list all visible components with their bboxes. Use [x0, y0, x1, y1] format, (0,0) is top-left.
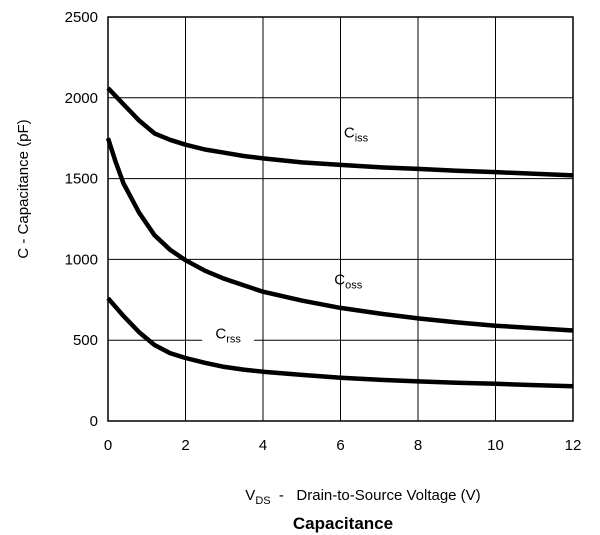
y-tick-label: 500 — [73, 332, 98, 349]
x-axis-label-subscript: DS — [255, 495, 270, 507]
y-tick-label: 1000 — [65, 251, 98, 268]
series-line-c-rss — [106, 296, 574, 389]
series-label-c-rss: Crss — [215, 326, 241, 346]
series-label-c-iss: Ciss — [344, 124, 369, 144]
plot-border — [107, 16, 574, 422]
x-tick-label: 10 — [487, 437, 504, 454]
y-tick-label: 2000 — [65, 90, 98, 107]
series-lines — [105, 86, 574, 389]
x-tick-label: 8 — [414, 437, 422, 454]
series-line-c-iss — [106, 86, 574, 178]
x-tick-label: 6 — [336, 437, 344, 454]
series-label-backgrounds — [202, 320, 255, 343]
y-axis-label: C - Capacitance (pF) — [15, 119, 32, 258]
y-tick-label: 0 — [90, 413, 98, 430]
series-labels: Ciss Coss Crss — [215, 124, 368, 345]
plot-frame — [107, 16, 574, 422]
x-axis-label: VDS - Drain-to-Source Voltage (V) — [245, 487, 480, 507]
x-tick-label: 4 — [259, 437, 267, 454]
series-label-c-oss: Coss — [334, 271, 362, 291]
x-axis-label-main: V — [245, 487, 255, 504]
chart-title: Capacitance — [293, 514, 393, 533]
y-tick-labels: 0 500 1000 1500 2000 2500 — [65, 9, 98, 430]
x-axis-label-rest: - Drain-to-Source Voltage (V) — [271, 487, 481, 504]
y-tick-label: 2500 — [65, 9, 98, 26]
y-tick-label: 1500 — [65, 171, 98, 188]
series-label-background — [202, 320, 255, 343]
x-tick-label: 12 — [565, 437, 582, 454]
series-line-c-oss — [105, 137, 574, 333]
x-tick-label: 2 — [181, 437, 189, 454]
x-tick-labels: 0 2 4 6 8 10 12 — [104, 437, 582, 454]
x-tick-label: 0 — [104, 437, 112, 454]
grid — [108, 17, 573, 421]
